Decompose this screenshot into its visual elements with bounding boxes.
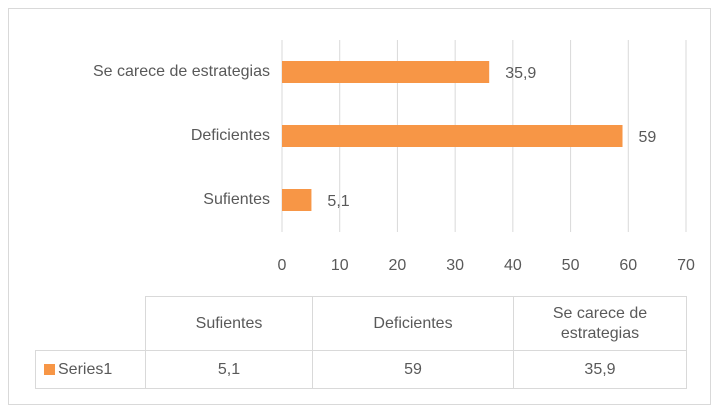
table-value: 5,1 (145, 350, 313, 389)
x-tick-label: 10 (331, 257, 349, 274)
table-header: Se carece de estrategias (513, 296, 687, 351)
table-value: 35,9 (513, 350, 687, 389)
legend-label: Series1 (58, 360, 113, 378)
x-tick-label: 20 (389, 257, 407, 274)
data-label: 35,9 (505, 65, 536, 82)
x-tick-label: 70 (677, 257, 695, 274)
bar (282, 61, 490, 83)
table-header: Sufientes (145, 296, 313, 351)
table-header: Deficientes (312, 296, 514, 351)
data-label: 5,1 (327, 193, 349, 210)
y-tick-label: Deficientes (191, 127, 270, 144)
x-tick-label: 50 (562, 257, 580, 274)
y-tick-label: Se carece de estrategias (93, 63, 270, 80)
x-tick-label: 0 (278, 257, 287, 274)
table-legend: Series1 (35, 350, 146, 389)
bar (282, 125, 623, 147)
x-tick-label: 60 (619, 257, 637, 274)
table-value: 59 (312, 350, 514, 389)
x-tick-label: 30 (446, 257, 464, 274)
bar (282, 189, 312, 211)
y-tick-label: Sufientes (203, 191, 270, 208)
legend-key (44, 364, 55, 375)
data-label: 59 (639, 129, 657, 146)
chart-frame (8, 8, 711, 405)
x-tick-label: 40 (504, 257, 522, 274)
